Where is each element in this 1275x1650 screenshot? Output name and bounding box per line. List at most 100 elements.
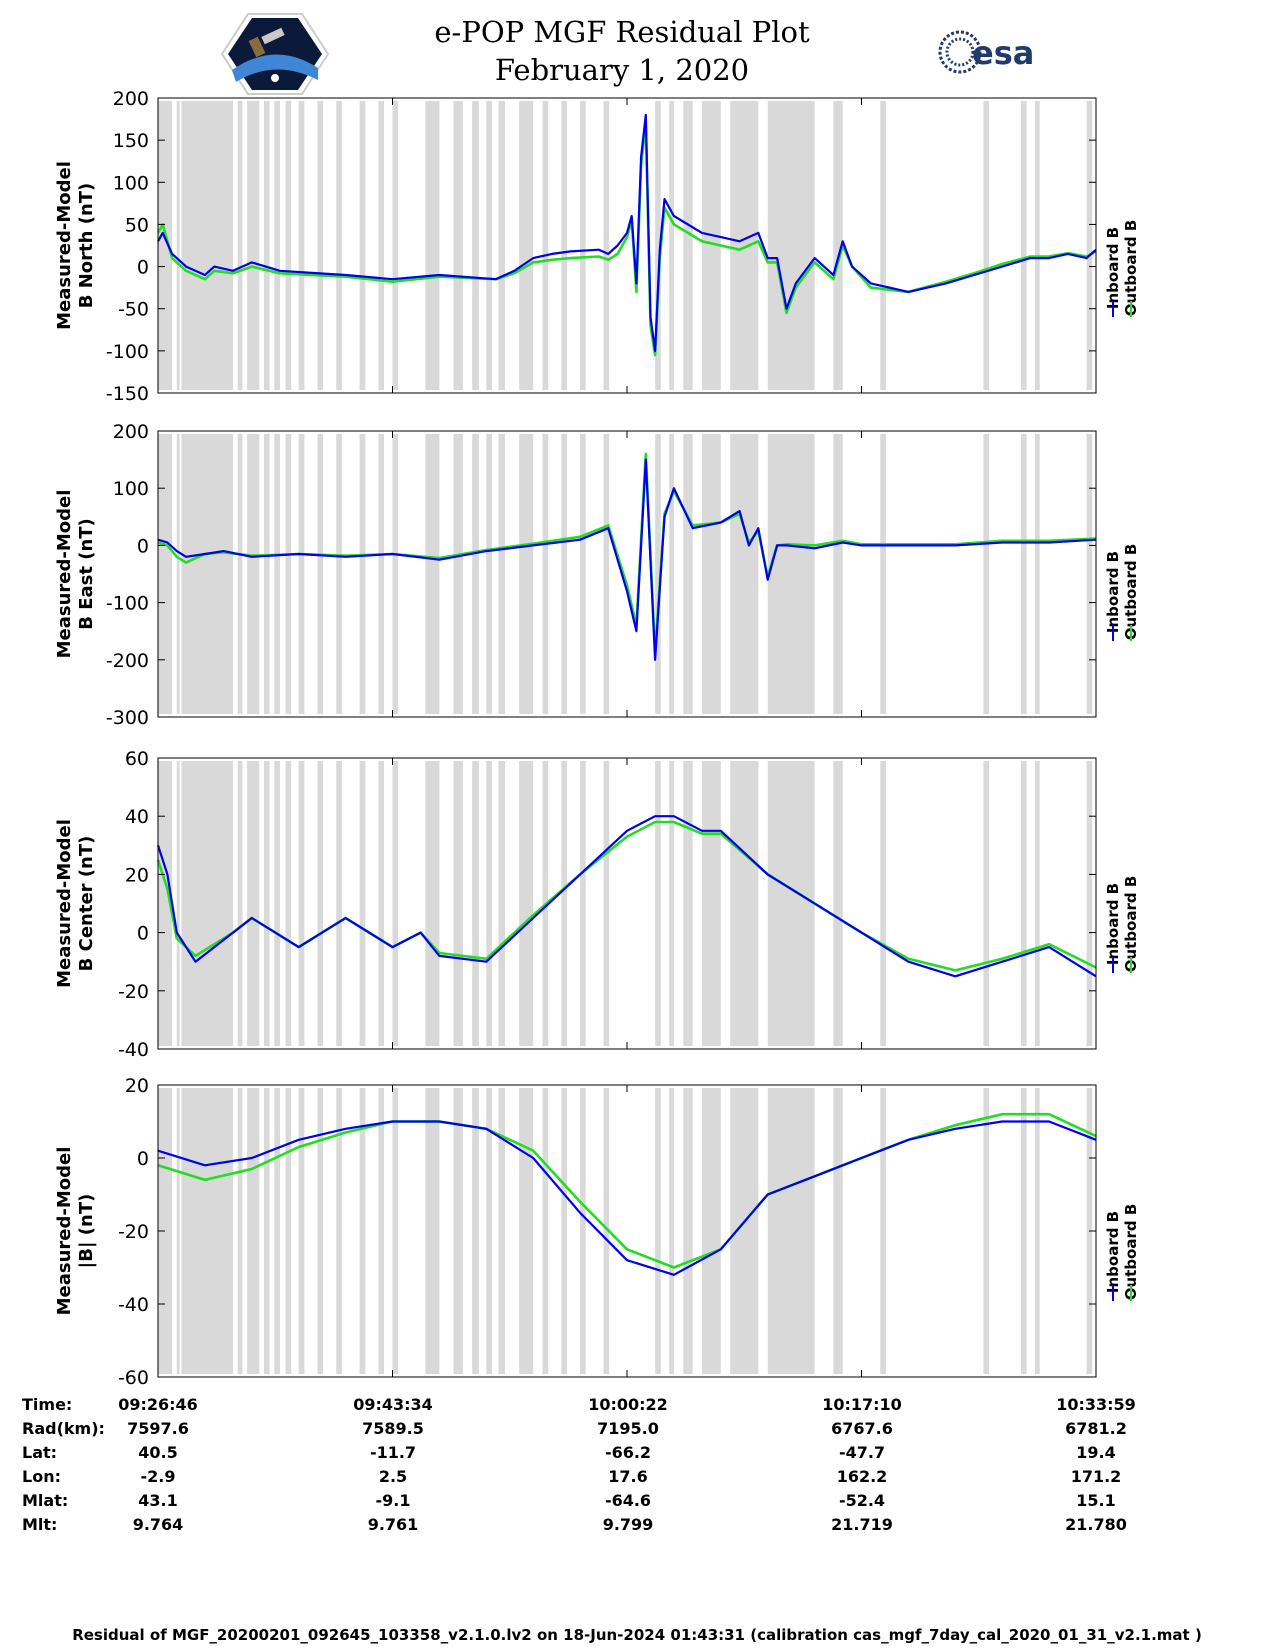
y-tick-label: 20 bbox=[125, 1075, 149, 1097]
flag-band bbox=[833, 761, 843, 1046]
flag-band bbox=[392, 434, 399, 714]
table-cell: 7597.6 bbox=[127, 1419, 189, 1438]
y-axis-label-line: |B| (nT) bbox=[76, 1194, 97, 1269]
flag-band bbox=[285, 101, 292, 390]
flag-band bbox=[359, 434, 366, 714]
legend-label: Inboard B bbox=[1104, 1211, 1122, 1293]
flag-band bbox=[247, 761, 260, 1046]
legend-label: Outboard B bbox=[1122, 876, 1140, 973]
flag-band bbox=[237, 101, 243, 390]
flag-band bbox=[237, 1088, 243, 1374]
y-axis-label-line: Measured-Model bbox=[54, 161, 75, 330]
y-axis-label-line: B East (nT) bbox=[76, 518, 97, 630]
table-cell: 15.1 bbox=[1076, 1491, 1115, 1510]
panel-2: 200 100 0 -100 -200 -300 Measured-Model B East … bbox=[54, 421, 1140, 729]
flag-band bbox=[683, 761, 693, 1046]
y-tick-label: 0 bbox=[137, 535, 149, 557]
flag-band bbox=[603, 101, 610, 390]
y-tick-label: 200 bbox=[113, 88, 149, 110]
y-tick-label: 0 bbox=[137, 257, 149, 279]
flag-band bbox=[378, 761, 385, 1046]
flag-band bbox=[669, 101, 674, 390]
y-tick-label: -100 bbox=[106, 341, 149, 363]
y-axis-label: Measured-Model |B| (nT) bbox=[54, 1147, 97, 1316]
flag-band bbox=[453, 761, 463, 1046]
flag-band bbox=[1086, 434, 1093, 714]
y-tick-label: -150 bbox=[106, 383, 149, 405]
flag-band bbox=[498, 761, 506, 1046]
flag-band bbox=[1086, 101, 1093, 390]
flag-bands bbox=[158, 434, 1093, 714]
flag-band bbox=[561, 434, 567, 714]
table-cell: 7195.0 bbox=[597, 1419, 659, 1438]
panel-1: 200 150 100 50 0 -50 -100 -150 Measured-Model B N… bbox=[54, 88, 1140, 405]
table-cell: 21.780 bbox=[1065, 1515, 1127, 1534]
flag-band bbox=[336, 101, 342, 390]
flag-band bbox=[359, 1088, 366, 1374]
flag-band bbox=[767, 434, 815, 714]
flag-band bbox=[655, 1088, 661, 1374]
flag-band bbox=[472, 1088, 479, 1374]
table-row-label: Mlt: bbox=[22, 1515, 57, 1534]
legend-entry: Outboard B bbox=[1122, 876, 1140, 973]
flag-band bbox=[317, 434, 324, 714]
table-row-label: Lon: bbox=[22, 1467, 61, 1486]
flag-band bbox=[317, 1088, 324, 1374]
flag-band bbox=[880, 1088, 886, 1374]
flag-band bbox=[519, 101, 534, 390]
y-tick-label: 0 bbox=[137, 923, 149, 945]
series-line-inboard bbox=[157, 1120, 1097, 1276]
y-axis-label: Measured-Model B Center (nT) bbox=[54, 819, 97, 988]
flag-band bbox=[425, 1088, 440, 1374]
y-tick-label: 100 bbox=[113, 172, 149, 194]
y-tick-label: -300 bbox=[106, 707, 149, 729]
table-cell: -11.7 bbox=[370, 1443, 416, 1462]
table-cell: -66.2 bbox=[605, 1443, 651, 1462]
flag-band bbox=[274, 434, 280, 714]
series-line-inboard bbox=[156, 815, 1097, 978]
flag-band bbox=[392, 1088, 399, 1374]
orbit-info-table: Time: 09:26:46 09:43:34 10:00:22 10:17:10 10:… bbox=[22, 1395, 1136, 1534]
legend-entry: Inboard B bbox=[1104, 1211, 1122, 1293]
flag-band bbox=[767, 1088, 815, 1374]
flag-band bbox=[263, 101, 270, 390]
flag-band bbox=[702, 1088, 721, 1374]
flag-band bbox=[336, 761, 342, 1046]
panel-4: 20 0 -20 -40 -60 Measured-Model |B| (nT) Inboar… bbox=[54, 1075, 1140, 1389]
flag-band bbox=[378, 1088, 385, 1374]
y-tick-label: 20 bbox=[125, 864, 149, 886]
flag-band bbox=[285, 761, 292, 1046]
legend-entry: Outboard B bbox=[1122, 220, 1140, 317]
y-tick-label: -20 bbox=[118, 981, 149, 1003]
table-cell: 09:43:34 bbox=[353, 1395, 433, 1414]
flag-band bbox=[542, 101, 549, 390]
table-cell: 43.1 bbox=[138, 1491, 177, 1510]
flag-band bbox=[336, 434, 342, 714]
flag-band bbox=[983, 434, 990, 714]
flag-band bbox=[453, 1088, 463, 1374]
y-tick-label: 40 bbox=[125, 806, 149, 828]
y-tick-label: -200 bbox=[106, 650, 149, 672]
flag-band bbox=[730, 1088, 759, 1374]
flag-band bbox=[472, 434, 479, 714]
flag-band bbox=[542, 434, 549, 714]
flag-band bbox=[1020, 1088, 1027, 1374]
flag-band bbox=[669, 1088, 674, 1374]
flag-band bbox=[247, 434, 260, 714]
flag-band bbox=[274, 761, 280, 1046]
legend-entry: Inboard B bbox=[1104, 227, 1122, 309]
header: e-POP MGF Residual Plot February 1, 2020… bbox=[220, 13, 1034, 95]
flag-band bbox=[542, 1088, 549, 1374]
flag-band bbox=[655, 434, 661, 714]
flag-band bbox=[176, 761, 180, 1046]
flag-band bbox=[519, 761, 534, 1046]
flag-band bbox=[486, 434, 492, 714]
table-cell: 40.5 bbox=[138, 1443, 177, 1462]
flag-band bbox=[655, 101, 661, 390]
flag-band bbox=[1086, 761, 1093, 1046]
table-cell: 10:17:10 bbox=[822, 1395, 902, 1414]
y-axis-label-line: B Center (nT) bbox=[76, 836, 97, 972]
table-row-label: Rad(km): bbox=[22, 1419, 105, 1438]
flag-band bbox=[833, 1088, 843, 1374]
y-tick-label: -20 bbox=[118, 1221, 149, 1243]
